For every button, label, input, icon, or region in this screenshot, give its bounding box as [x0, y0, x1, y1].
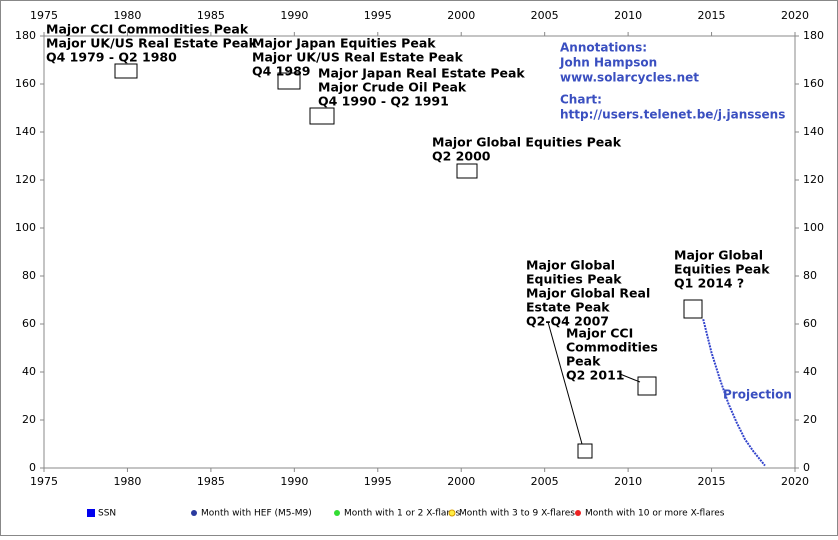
x-tick-label-top: 1995 [364, 9, 392, 22]
x-tick-label: 2020 [781, 475, 809, 488]
x-tick-label: 1990 [280, 475, 308, 488]
legend-swatch [87, 509, 95, 517]
annotation: Major UK/US Real Estate Peak [46, 36, 258, 51]
x-tick-label-top: 1990 [280, 9, 308, 22]
x-tick-label: 1980 [113, 475, 141, 488]
y-tick-label-right: 20 [803, 413, 817, 426]
x-tick-label-top: 2005 [531, 9, 559, 22]
annotation: Equities Peak [526, 272, 622, 287]
credit: John Hampson [559, 56, 657, 70]
x-tick-label-top: 2010 [614, 9, 642, 22]
pointer-line [619, 373, 641, 383]
y-tick-label-right: 80 [803, 269, 817, 282]
annotation: Major UK/US Real Estate Peak [252, 50, 464, 65]
annotation: Major Global Equities Peak [432, 135, 622, 150]
x-tick-label: 1995 [364, 475, 392, 488]
x-tick-label: 2005 [531, 475, 559, 488]
credit: Chart: [560, 93, 602, 107]
y-tick-label: 60 [22, 317, 36, 330]
annotation: Major Global [526, 258, 615, 273]
annotation: Major CCI Commodities Peak [46, 22, 249, 37]
y-tick-label: 120 [15, 173, 36, 186]
annotation: Q4 1989 [252, 64, 310, 79]
legend-swatch [448, 509, 456, 517]
legend-swatch [191, 510, 197, 516]
x-tick-label: 2010 [614, 475, 642, 488]
legend-label: Month with 1 or 2 X-flares [344, 509, 460, 519]
x-tick-label: 1975 [30, 475, 58, 488]
x-tick-label-top: 2015 [698, 9, 726, 22]
y-tick-label-right: 60 [803, 317, 817, 330]
legend-label: Month with 10 or more X-flares [585, 509, 725, 519]
annotation: Major CCI [566, 326, 633, 341]
x-tick-label-top: 1975 [30, 9, 58, 22]
y-tick-label: 80 [22, 269, 36, 282]
x-tick-label-top: 1980 [113, 9, 141, 22]
annotation: Q4 1979 - Q2 1980 [46, 50, 177, 65]
annotation: Peak [566, 354, 601, 369]
x-tick-label-top: 2020 [781, 9, 809, 22]
peak-box [114, 63, 138, 79]
x-tick-label: 1985 [197, 475, 225, 488]
pointer-line [547, 321, 583, 445]
annotation: Q2 2000 [432, 149, 491, 164]
annotation: Major Japan Real Estate Peak [318, 66, 525, 81]
x-tick-label-top: 1985 [197, 9, 225, 22]
peak-box [277, 72, 301, 90]
credit: Annotations: [560, 41, 647, 55]
annotation: Major Japan Equities Peak [252, 36, 436, 51]
cycle-label: SC23 [469, 410, 503, 424]
legend-label: Month with 3 to 9 X-flares [459, 509, 575, 519]
legend-label: SSN [98, 509, 116, 519]
annotation: Q2 2011 [566, 368, 624, 383]
y-tick-label: 140 [15, 125, 36, 138]
legend-swatch [334, 510, 340, 516]
annotation: Commodities [566, 340, 658, 355]
peak-box [577, 443, 593, 459]
y-tick-label-right: 40 [803, 365, 817, 378]
annotation: Major Global Real [526, 286, 650, 301]
y-tick-label-right: 160 [803, 77, 824, 90]
annotation: Equities Peak [674, 262, 770, 277]
x-tick-label-top: 2000 [447, 9, 475, 22]
y-tick-label: 20 [22, 413, 36, 426]
annotation: Q1 2014 ? [674, 276, 744, 291]
peak-box [456, 163, 478, 179]
y-tick-label: 100 [15, 221, 36, 234]
peak-box [309, 107, 335, 125]
y-tick-label-right: 140 [803, 125, 824, 138]
credit: www.solarcycles.net [560, 71, 699, 85]
y-tick-label: 180 [15, 29, 36, 42]
annotation: Major Global [674, 248, 763, 263]
y-tick-label: 40 [22, 365, 36, 378]
cycle-label: SC24 [653, 410, 687, 424]
annotation: Major Crude Oil Peak [318, 80, 467, 95]
y-tick-label-right: 180 [803, 29, 824, 42]
y-tick-label-right: 100 [803, 221, 824, 234]
projection-line [702, 318, 766, 467]
x-tick-label: 2015 [698, 475, 726, 488]
peak-box [683, 299, 703, 319]
plot-frame [43, 35, 796, 469]
annotation: Q2-Q4 2007 [526, 314, 609, 329]
x-tick-label: 2000 [447, 475, 475, 488]
y-tick-label-right: 0 [803, 461, 810, 474]
legend-label: Month with HEF (M5-M9) [201, 509, 312, 519]
y-tick-label: 0 [29, 461, 36, 474]
legend-swatch [575, 510, 581, 516]
cycle-label: SC21 [124, 410, 158, 424]
peak-boxes [114, 63, 703, 459]
y-tick-label-right: 120 [803, 173, 824, 186]
cycle-label: SC22 [291, 410, 325, 424]
peak-box [637, 376, 657, 396]
annotation: Estate Peak [526, 300, 610, 315]
y-tick-label: 160 [15, 77, 36, 90]
annotation: Q4 1990 - Q2 1991 [318, 94, 449, 109]
credit: http://users.telenet.be/j.janssens [560, 108, 785, 122]
projection-label: Projection [723, 388, 792, 402]
